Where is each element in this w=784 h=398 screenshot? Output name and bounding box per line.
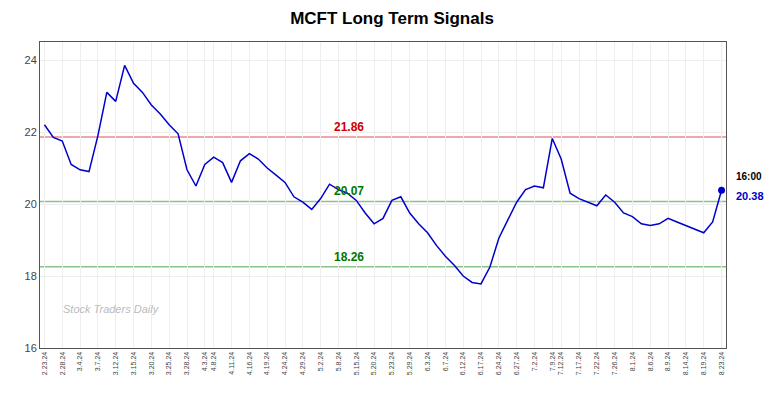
svg-text:2.23.24: 2.23.24 — [41, 352, 48, 375]
svg-text:6.27.24: 6.27.24 — [513, 352, 520, 375]
svg-text:8.14.24: 8.14.24 — [682, 352, 689, 375]
svg-text:7.22.24: 7.22.24 — [593, 352, 600, 375]
svg-text:22: 22 — [25, 126, 37, 138]
svg-text:5.2.24: 5.2.24 — [317, 352, 324, 372]
svg-text:7.17.24: 7.17.24 — [575, 352, 582, 375]
svg-text:7.2.24: 7.2.24 — [531, 352, 538, 372]
svg-text:7.12.24: 7.12.24 — [557, 352, 564, 375]
svg-text:8.19.24: 8.19.24 — [700, 352, 707, 375]
svg-text:7.26.24: 7.26.24 — [611, 352, 618, 375]
svg-text:3.15.24: 3.15.24 — [130, 352, 137, 375]
svg-text:8.9.24: 8.9.24 — [664, 352, 671, 372]
svg-text:6.24.24: 6.24.24 — [495, 352, 502, 375]
svg-text:5.23.24: 5.23.24 — [388, 352, 395, 375]
svg-text:3.20.24: 3.20.24 — [148, 352, 155, 375]
svg-text:20.07: 20.07 — [334, 184, 364, 198]
svg-text:6.12.24: 6.12.24 — [459, 352, 466, 375]
svg-text:4.19.24: 4.19.24 — [263, 352, 270, 375]
svg-text:16:00: 16:00 — [736, 171, 762, 182]
svg-text:2.28.24: 2.28.24 — [59, 352, 66, 375]
svg-text:6.7.24: 6.7.24 — [442, 352, 449, 372]
svg-text:4.8.24: 4.8.24 — [210, 352, 217, 372]
svg-text:3.7.24: 3.7.24 — [94, 352, 101, 372]
svg-text:3.4.24: 3.4.24 — [76, 352, 83, 372]
svg-text:20.38: 20.38 — [736, 190, 764, 202]
svg-text:5.15.24: 5.15.24 — [353, 352, 360, 375]
svg-text:21.86: 21.86 — [334, 120, 364, 134]
svg-text:5.29.24: 5.29.24 — [406, 352, 413, 375]
svg-text:16: 16 — [25, 342, 37, 354]
svg-text:4.24.24: 4.24.24 — [281, 352, 288, 375]
svg-text:4.16.24: 4.16.24 — [246, 352, 253, 375]
svg-text:20: 20 — [25, 198, 37, 210]
svg-text:18: 18 — [25, 270, 37, 282]
svg-text:4.29.24: 4.29.24 — [299, 352, 306, 375]
svg-text:24: 24 — [25, 54, 37, 66]
svg-text:6.3.24: 6.3.24 — [424, 352, 431, 372]
svg-text:3.12.24: 3.12.24 — [112, 352, 119, 375]
svg-text:5.20.24: 5.20.24 — [370, 352, 377, 375]
svg-text:4.11.24: 4.11.24 — [228, 352, 235, 375]
svg-text:8.23.24: 8.23.24 — [718, 352, 725, 375]
svg-text:8.1.24: 8.1.24 — [629, 352, 636, 372]
svg-text:4.3.24: 4.3.24 — [201, 352, 208, 372]
svg-text:7.9.24: 7.9.24 — [549, 352, 556, 372]
svg-text:3.28.24: 3.28.24 — [183, 352, 190, 375]
svg-text:18.26: 18.26 — [334, 250, 364, 264]
svg-text:MCFT Long Term Signals: MCFT Long Term Signals — [290, 9, 494, 28]
svg-text:6.17.24: 6.17.24 — [477, 352, 484, 375]
svg-text:8.6.24: 8.6.24 — [647, 352, 654, 372]
svg-text:Stock Traders Daily: Stock Traders Daily — [63, 303, 160, 315]
svg-text:3.25.24: 3.25.24 — [165, 352, 172, 375]
svg-text:5.8.24: 5.8.24 — [335, 352, 342, 372]
